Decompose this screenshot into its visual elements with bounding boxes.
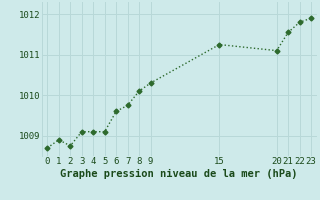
X-axis label: Graphe pression niveau de la mer (hPa): Graphe pression niveau de la mer (hPa) [60,169,298,179]
